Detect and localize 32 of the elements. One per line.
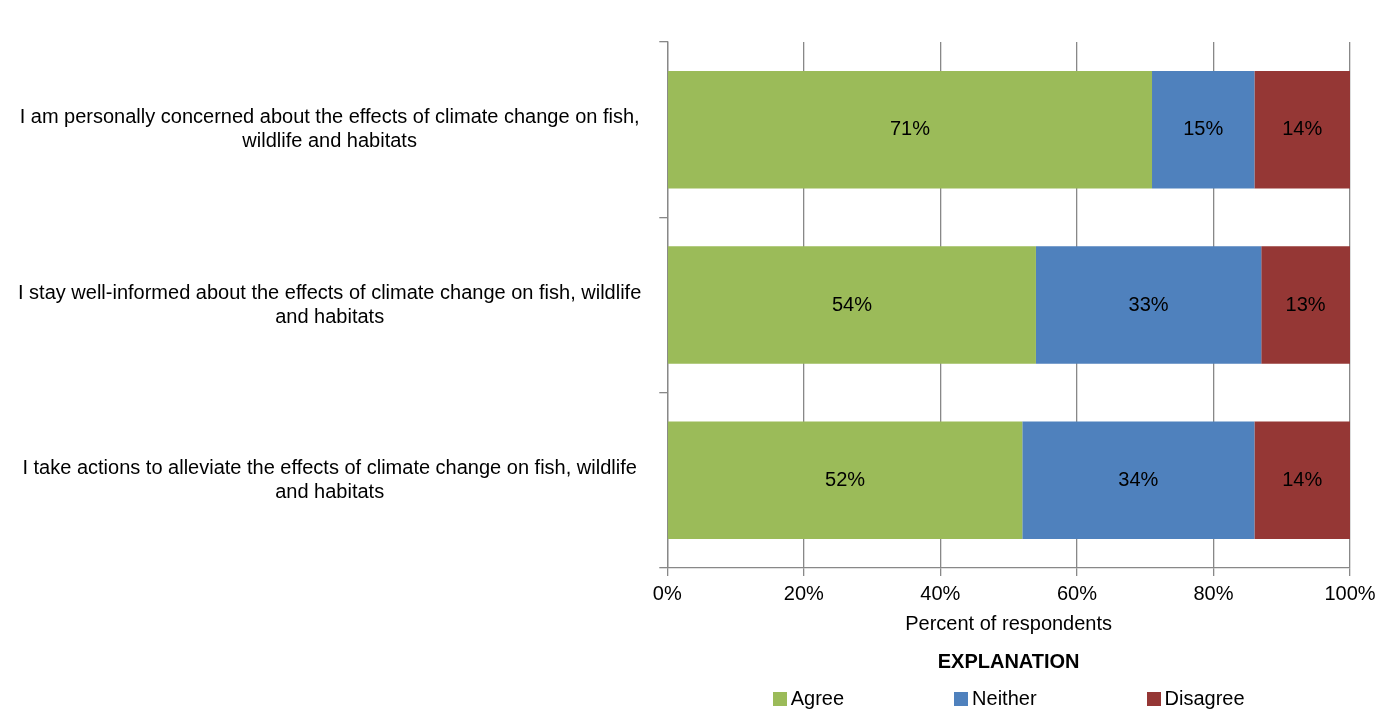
bar: [1022, 421, 1255, 540]
legend-label: Agree: [789, 687, 845, 710]
bar: [1035, 246, 1262, 364]
x-tick-label: 40%: [920, 581, 961, 604]
x-tick-label: 100%: [1324, 581, 1376, 604]
bar: [1254, 70, 1350, 189]
bar: [1152, 70, 1255, 189]
y-tick-label: I take actions to alleviate the effects of climate change on fish, wildlife and habitats: [22, 455, 637, 502]
legend-label: Neither: [971, 687, 1037, 710]
data-label: 54%: [831, 292, 873, 315]
bar: [667, 421, 1023, 540]
x-tick-label: 20%: [783, 581, 825, 604]
bar: [667, 246, 1036, 364]
data-label: 14%: [1282, 117, 1323, 140]
bar: [1254, 421, 1350, 540]
x-tick-label: 0%: [652, 581, 682, 604]
data-label: 15%: [1183, 117, 1224, 140]
x-tick-label: 60%: [1056, 581, 1098, 604]
data-label: 34%: [1118, 467, 1159, 490]
legend-label: Disagree: [1163, 687, 1245, 710]
bar: [1261, 246, 1350, 364]
bar: [667, 70, 1153, 189]
data-label: 52%: [825, 467, 866, 490]
y-tick-label: I am personally concerned about the effects of climate change on fish, wildlife and habitats: [19, 105, 640, 152]
data-label: 14%: [1282, 467, 1323, 490]
data-label: 13%: [1285, 292, 1326, 315]
x-tick-label: 80%: [1193, 581, 1234, 604]
data-label: 33%: [1128, 292, 1169, 315]
y-tick-label: I stay well-informed about the effects of climate change on fish, wildlife and habitats: [18, 280, 642, 327]
data-label: 71%: [889, 117, 931, 140]
x-axis-title: Percent of respondents: [905, 611, 1113, 634]
legend-title: EXPLANATION: [936, 650, 1081, 673]
